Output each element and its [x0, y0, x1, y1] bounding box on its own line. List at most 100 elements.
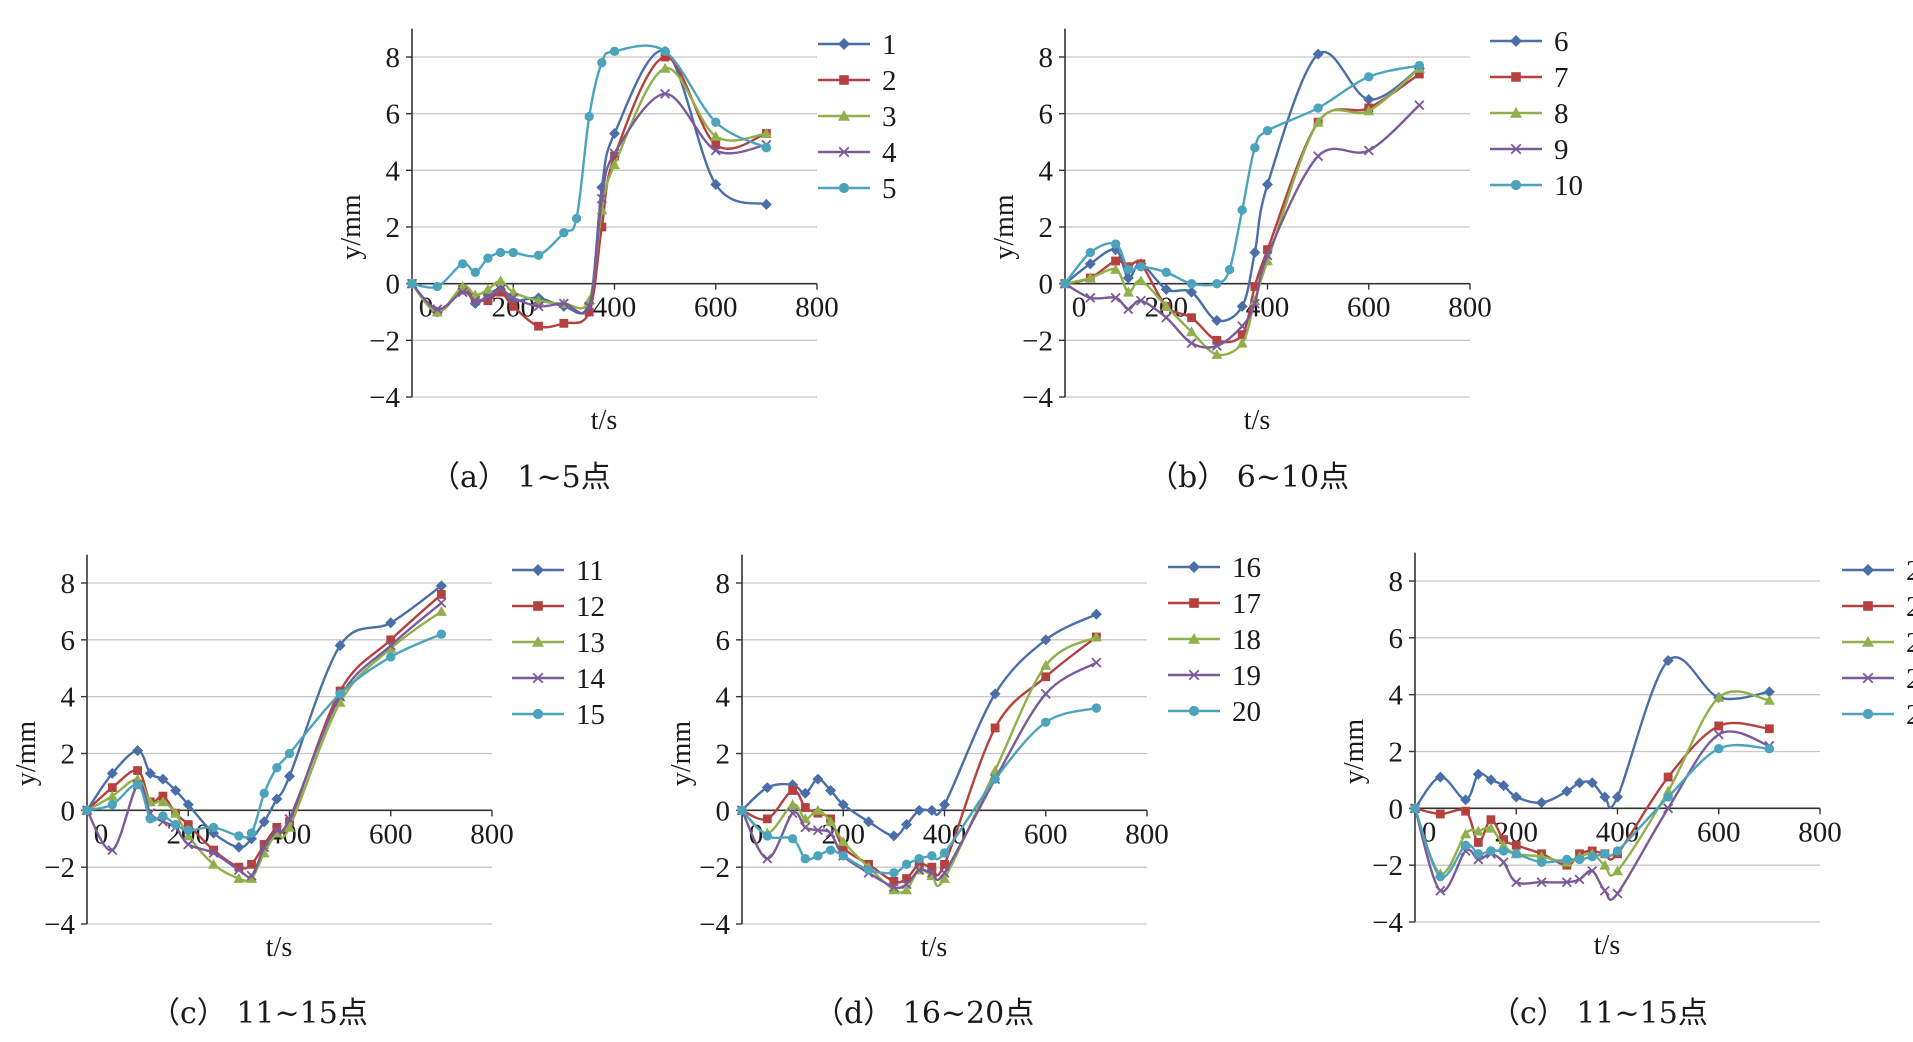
data-point	[170, 807, 182, 818]
data-point	[787, 799, 799, 810]
data-point	[788, 786, 798, 795]
data-point	[1110, 239, 1121, 249]
legend-marker	[532, 672, 544, 684]
data-point	[1363, 105, 1375, 116]
data-point	[812, 773, 824, 785]
x-tick-label: 600	[1697, 816, 1741, 848]
data-point	[1211, 315, 1223, 326]
data-point	[508, 292, 519, 303]
legend-label: 13	[576, 627, 605, 659]
data-point	[1212, 278, 1222, 289]
legend: 16 17 18 19 20	[1168, 552, 1261, 728]
legend-item: 22	[1842, 591, 1913, 623]
legend-label: 10	[1554, 170, 1583, 202]
y-tick-label: −4	[369, 382, 400, 414]
data-point	[1249, 247, 1261, 258]
data-point	[183, 825, 193, 835]
legend-item: 6	[1490, 26, 1569, 58]
y-tick-label: −4	[44, 909, 75, 941]
legend-item: 2	[818, 65, 897, 97]
data-point	[1091, 657, 1102, 668]
data-point	[233, 864, 244, 876]
data-point	[559, 318, 569, 328]
data-point	[386, 635, 396, 645]
data-point	[335, 689, 345, 699]
legend-marker	[1510, 107, 1522, 118]
legend-item: 21	[1842, 555, 1913, 587]
legend-item: 9	[1490, 134, 1569, 166]
y-axis-label: y/mm	[666, 721, 697, 787]
legend-marker	[532, 636, 544, 647]
data-point	[787, 834, 798, 844]
series-line	[85, 601, 443, 879]
y-tick-label: 8	[61, 568, 76, 600]
data-point	[1486, 846, 1496, 856]
data-point	[1714, 743, 1724, 754]
data-point	[533, 301, 544, 312]
data-point	[1060, 278, 1070, 289]
data-point	[609, 159, 620, 170]
legend-label: 8	[1554, 98, 1569, 130]
data-point	[432, 281, 442, 292]
legend-label: 23	[1906, 627, 1913, 659]
legend-marker	[1510, 179, 1522, 191]
y-tick-label: 2	[716, 739, 731, 771]
data-point	[1714, 721, 1724, 731]
data-point	[259, 788, 269, 798]
legend-label: 6	[1554, 26, 1569, 58]
x-tick-label: 600	[1347, 292, 1391, 324]
data-point	[436, 629, 447, 639]
legend-item: 13	[512, 627, 605, 659]
data-point	[1123, 264, 1133, 275]
data-point	[1612, 791, 1623, 803]
data-point	[660, 88, 671, 99]
data-point	[1313, 151, 1324, 162]
legend-label: 2	[882, 65, 897, 97]
x-axis-label: t/s	[266, 932, 292, 963]
data-point	[107, 845, 118, 856]
series-10	[1060, 60, 1425, 289]
data-point	[761, 782, 773, 794]
data-point	[1262, 179, 1273, 190]
data-point	[209, 845, 218, 855]
legend-item: 3	[818, 101, 897, 133]
y-tick-label: 8	[386, 42, 401, 74]
data-point	[1663, 772, 1673, 782]
data-point	[533, 250, 544, 261]
data-point	[483, 296, 493, 306]
data-point	[470, 267, 480, 278]
data-point	[432, 304, 443, 315]
data-point	[584, 301, 595, 312]
data-point	[609, 128, 620, 139]
data-point	[914, 859, 924, 869]
data-point	[762, 853, 773, 864]
y-tick-label: 6	[1389, 623, 1404, 655]
series-line	[740, 661, 1098, 890]
data-point	[1435, 809, 1445, 819]
data-point	[272, 763, 282, 773]
legend: 21 22 23 24 25	[1842, 555, 1913, 731]
data-point	[385, 642, 397, 653]
data-point	[1612, 865, 1623, 876]
data-point	[710, 179, 722, 190]
data-point	[183, 839, 194, 850]
legend-item: 12	[512, 591, 605, 623]
data-point	[385, 617, 397, 629]
data-point	[1713, 729, 1724, 740]
y-axis-label: y/mm	[1339, 719, 1370, 785]
x-tick-label: 0	[1072, 292, 1087, 324]
data-point	[799, 787, 811, 799]
legend: 1 2 3 4 5	[818, 29, 897, 205]
data-point	[761, 142, 772, 153]
series-5	[407, 44, 772, 292]
data-point	[284, 821, 295, 832]
data-point	[1135, 295, 1146, 306]
data-point	[386, 652, 396, 662]
data-point	[927, 851, 937, 861]
series-line	[741, 706, 1097, 875]
data-point	[1511, 840, 1521, 850]
legend-label: 9	[1554, 134, 1569, 166]
data-point	[1485, 774, 1497, 786]
